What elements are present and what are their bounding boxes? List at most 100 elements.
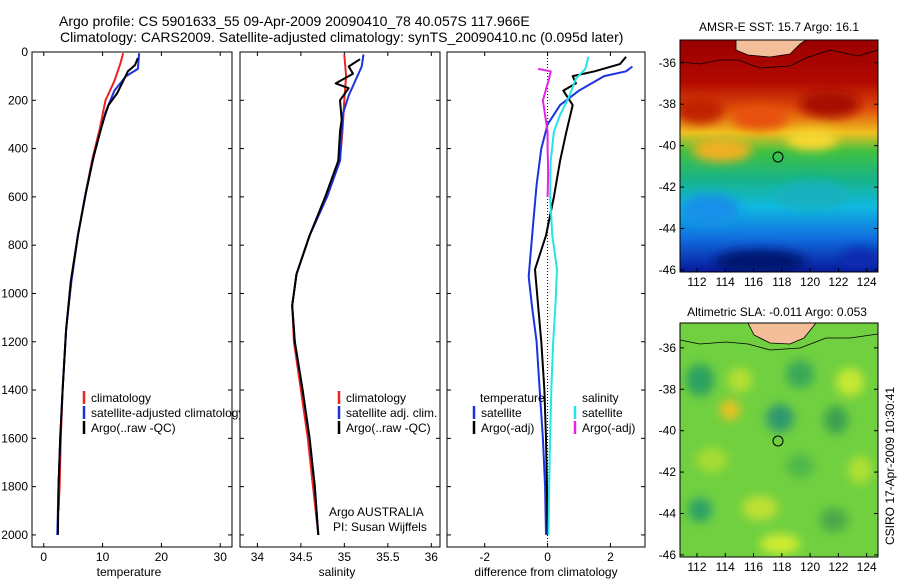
- legend-heading-temperature: temperature: [480, 391, 545, 405]
- sla-map-frame: [679, 322, 879, 558]
- lat-tick-label: -38: [659, 97, 677, 111]
- series-line-salinity-argo-adj: [537, 67, 552, 197]
- depth-tick-label: 1200: [1, 335, 28, 349]
- lat-tick-label: -40: [659, 424, 677, 438]
- lat-tick-label: -38: [659, 382, 677, 396]
- lat-tick-label: -36: [659, 341, 677, 355]
- x-tick-label: 0: [544, 550, 551, 564]
- legend-label-satellite-adjusted: satellite-adjusted climatology: [91, 406, 244, 420]
- series-line-salinity-satellite: [547, 56, 590, 535]
- legend-label-temp-argo: Argo(-adj): [481, 421, 534, 435]
- lon-tick-label: 112: [687, 560, 706, 574]
- x-tick-label: 20: [155, 550, 169, 564]
- depth-tick-label: 1000: [1, 286, 28, 300]
- lat-tick-label: -40: [659, 139, 677, 153]
- figure-title-line2: Climatology: CARS2009. Satellite-adjuste…: [60, 29, 623, 45]
- depth-tick-label: 400: [8, 142, 28, 156]
- coastline-contour: [680, 333, 878, 351]
- depth-tick-label: 600: [8, 190, 28, 204]
- salinity-axis-label: salinity: [319, 565, 356, 579]
- lon-tick-label: 118: [772, 275, 791, 289]
- lon-tick-label: 124: [857, 560, 877, 574]
- lat-tick-label: -36: [659, 56, 677, 70]
- difference-axis-ticks: -2 0 2: [447, 51, 645, 564]
- legend-label-climatology: climatology: [91, 391, 151, 405]
- difference-legend: temperature satellite Argo(-adj) salinit…: [472, 391, 635, 435]
- sst-map-image: [680, 40, 878, 272]
- sla-map-title: Altimetric SLA: -0.011 Argo: 0.053: [687, 305, 867, 319]
- x-tick-label: 2: [607, 550, 614, 564]
- sla-map-lon-ticks: 112 114 116 118 120 122 124: [687, 553, 877, 574]
- difference-series-lines: [527, 56, 634, 535]
- salinity-series-lines: [291, 54, 365, 536]
- lon-tick-label: 122: [828, 275, 848, 289]
- temperature-axis-ticks: 0 10 20 30: [40, 51, 232, 564]
- figure-title-line1: Argo profile: CS 5901633_55 09-Apr-2009 …: [59, 13, 530, 29]
- salinity-legend: climatology satellite adj. clim. Argo(..…: [337, 391, 437, 435]
- lat-tick-label: -44: [659, 507, 677, 521]
- depth-tick-label: 800: [8, 238, 28, 252]
- series-line-argo-raw-qc: [291, 58, 361, 535]
- lat-tick-label: -44: [659, 222, 677, 236]
- depth-tick-label: 1600: [1, 431, 28, 445]
- lon-tick-label: 118: [772, 560, 791, 574]
- lon-tick-label: 120: [800, 560, 820, 574]
- pi-annotation: PI: Susan Wijffels: [333, 520, 427, 534]
- argo-program-annotation: Argo AUSTRALIA: [329, 505, 424, 519]
- temperature-profile-panel: 0 200 400 600 800 1000 1200 1400 1600 1800 2000 0 1…: [1, 45, 244, 579]
- salinity-profile-panel: 34 34.5 35 35.5 36 salinity climatology sate…: [239, 51, 441, 579]
- depth-tick-label: 1400: [1, 383, 28, 397]
- coastline-shape: [747, 323, 817, 345]
- float-location-marker: [772, 435, 784, 447]
- temperature-legend: climatology satellite-adjusted climatolo…: [82, 391, 244, 435]
- legend-label-argo: Argo(..raw -QC): [346, 421, 431, 435]
- temperature-series-lines: [56, 52, 141, 535]
- series-line-temperature-argo-adj: [534, 56, 627, 535]
- temperature-axis-label: temperature: [97, 565, 162, 579]
- difference-axis-label: difference from climatology: [474, 565, 617, 579]
- sla-map-lat-ticks: -36 -38 -40 -42 -44 -46: [659, 341, 878, 562]
- depth-tick-label: 1800: [1, 480, 28, 494]
- sst-map-title: AMSR-E SST: 15.7 Argo: 16.1: [699, 20, 859, 34]
- coastline-contour: [680, 49, 878, 69]
- lon-tick-label: 114: [716, 560, 735, 574]
- temperature-plot-frame: [31, 51, 233, 548]
- lon-tick-label: 116: [744, 560, 763, 574]
- x-tick-label: 35: [338, 550, 352, 564]
- x-tick-label: 36: [425, 550, 439, 564]
- lon-tick-label: 112: [687, 275, 706, 289]
- lat-tick-label: -46: [659, 263, 677, 277]
- series-line-argo-raw-qc: [56, 57, 139, 535]
- legend-label-argo: Argo(..raw -QC): [91, 421, 176, 435]
- lat-tick-label: -42: [659, 465, 677, 479]
- x-tick-label: 10: [96, 550, 110, 564]
- legend-label-sal-satellite: satellite: [582, 406, 623, 420]
- legend-label-temp-satellite: satellite: [481, 406, 522, 420]
- sst-map-lat-ticks: -36 -38 -40 -42 -44 -46: [659, 56, 878, 277]
- depth-tick-label: 2000: [1, 528, 28, 542]
- depth-tick-label: 0: [21, 45, 28, 59]
- x-tick-label: 30: [214, 550, 228, 564]
- legend-label-climatology: climatology: [346, 391, 406, 405]
- x-tick-label: 35.5: [376, 550, 400, 564]
- depth-tick-label: 200: [8, 93, 28, 107]
- lon-tick-label: 124: [857, 275, 877, 289]
- legend-label-sal-argo: Argo(-adj): [582, 421, 635, 435]
- x-tick-label: 0: [40, 550, 47, 564]
- sst-map-panel: AMSR-E SST: 15.7 Argo: 16.1 112 114 116 118…: [659, 20, 879, 289]
- side-credit-stamp: CSIRO 17-Apr-2009 10:30:41: [883, 387, 897, 545]
- sst-map-lon-ticks: 112 114 116 118 120 122 124: [687, 268, 877, 289]
- series-line-temperature-satellite: [527, 65, 634, 535]
- legend-label-satellite-adj: satellite adj. clim.: [346, 406, 437, 420]
- sst-map-frame: [679, 39, 879, 273]
- float-location-marker: [772, 151, 784, 163]
- x-tick-label: -2: [479, 550, 490, 564]
- legend-heading-salinity: salinity: [582, 391, 619, 405]
- depth-axis-ticks: 0 200 400 600 800 1000 1200 1400 1600 1800 2000: [1, 45, 36, 542]
- coastline-shape: [735, 40, 807, 58]
- sla-map-panel: Altimetric SLA: -0.011 Argo: 0.053: [659, 305, 879, 574]
- x-tick-label: 34: [251, 550, 265, 564]
- lon-tick-label: 120: [800, 275, 820, 289]
- salinity-axis-ticks: 34 34.5 35 35.5 36: [240, 51, 440, 564]
